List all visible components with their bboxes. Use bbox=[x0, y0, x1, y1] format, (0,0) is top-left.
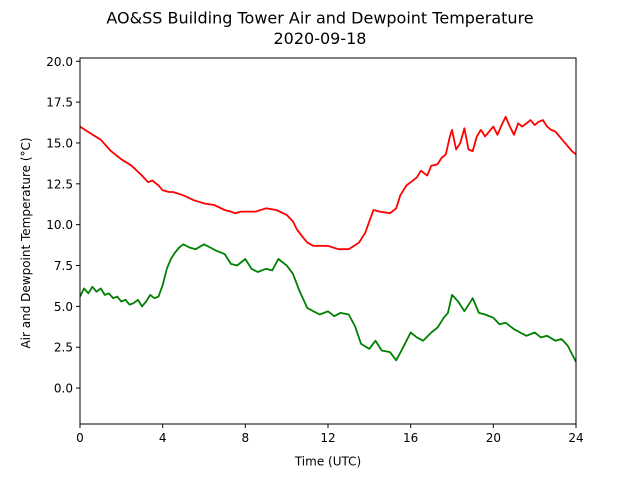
x-tick-label: 0 bbox=[76, 431, 84, 445]
series-line-1 bbox=[79, 115, 577, 251]
x-tick-label: 24 bbox=[568, 431, 583, 445]
y-tick-label: 0.0 bbox=[54, 382, 73, 396]
x-tick-label: 12 bbox=[320, 431, 335, 445]
y-tick-label: 10.0 bbox=[46, 218, 73, 232]
y-axis-label: Air and Dewpoint Temperature (°C) bbox=[19, 137, 33, 348]
y-tick-label: 12.5 bbox=[46, 177, 73, 191]
chart-subtitle: 2020-09-18 bbox=[274, 29, 367, 48]
y-tick-label: 20.0 bbox=[46, 55, 73, 69]
series-layer bbox=[79, 115, 577, 363]
y-tick-label: 2.5 bbox=[54, 341, 73, 355]
y-tick-label: 15.0 bbox=[46, 136, 73, 150]
y-tick-label: 5.0 bbox=[54, 300, 73, 314]
axis-layer: 0 4 8 12 16 20 24 0.0 2.5 5.0 7.5 10.0 12.5 15.0 17.5 2… bbox=[46, 55, 583, 445]
y-tick-label: 17.5 bbox=[46, 96, 73, 110]
x-tick-label: 16 bbox=[403, 431, 418, 445]
x-tick-label: 20 bbox=[486, 431, 501, 445]
x-tick-label: 4 bbox=[159, 431, 167, 445]
x-axis-label: Time (UTC) bbox=[294, 455, 361, 469]
chart-title: AO&SS Building Tower Air and Dewpoint Te… bbox=[106, 9, 533, 28]
x-tick-label: 8 bbox=[242, 431, 250, 445]
series-line-2 bbox=[79, 243, 577, 363]
y-tick-label: 7.5 bbox=[54, 259, 73, 273]
